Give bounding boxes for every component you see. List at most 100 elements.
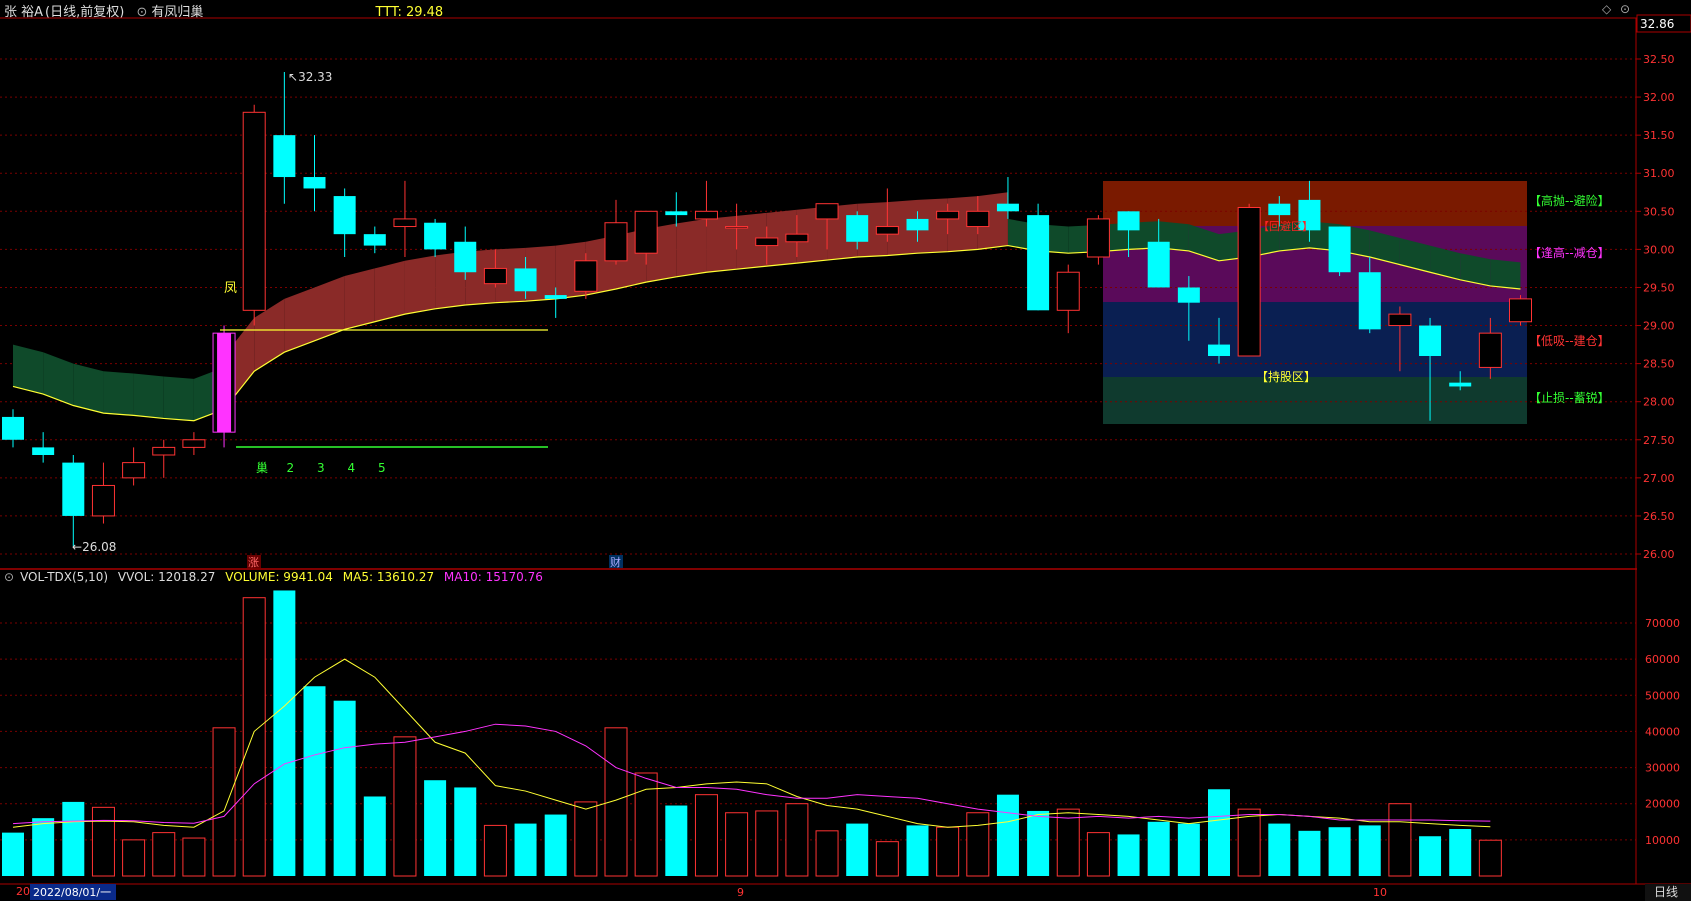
ma5-value: MA5: 13610.27 xyxy=(342,570,435,584)
volume-dropdown-icon[interactable]: ⊙ xyxy=(4,570,15,584)
candle xyxy=(1478,317,1502,379)
candle-body xyxy=(846,215,869,242)
ma-band-segment xyxy=(133,373,164,419)
volume-axis: 10000 20000 30000 40000 50000 60000 70000 xyxy=(1645,617,1680,847)
ma-band-segment xyxy=(103,371,134,416)
volume-ma10-line xyxy=(12,723,1491,825)
volume-bar xyxy=(273,590,296,876)
volume-bar xyxy=(1086,832,1110,877)
period-info: (日线,前复权) xyxy=(45,5,125,20)
candle-body xyxy=(906,218,929,231)
candle xyxy=(815,203,839,250)
stock-name[interactable]: 张 裕A xyxy=(4,5,44,20)
candle-body xyxy=(966,210,990,228)
volume-bar xyxy=(62,801,85,876)
candle xyxy=(1449,371,1472,391)
candle-body xyxy=(273,135,296,178)
volume-bar xyxy=(483,824,507,877)
candle xyxy=(1177,276,1200,341)
candle xyxy=(906,211,929,242)
candle xyxy=(694,180,718,227)
candles xyxy=(2,71,1532,547)
candle-body xyxy=(122,462,146,479)
ma-band-segment xyxy=(887,199,918,256)
candle-body xyxy=(996,203,1019,212)
zone-buy xyxy=(1103,302,1527,377)
ma-band-segment xyxy=(254,298,285,372)
candle xyxy=(424,218,447,257)
formula-name[interactable]: 有凤归巢 xyxy=(151,5,204,20)
volume-bar xyxy=(1268,823,1291,876)
candle xyxy=(303,135,326,212)
volume-bar xyxy=(694,794,718,877)
volume-bar xyxy=(966,812,990,877)
ma-band-segment xyxy=(374,260,405,322)
candle-body xyxy=(152,446,176,456)
candle xyxy=(1268,196,1291,227)
window-menu-icon[interactable]: ◇ xyxy=(1602,2,1612,16)
volume-bar xyxy=(936,826,960,877)
candle xyxy=(1117,211,1140,257)
volume-bar xyxy=(2,832,24,876)
volume-bar xyxy=(544,814,567,876)
candle xyxy=(1056,264,1080,334)
volume-bar xyxy=(393,736,417,877)
candle-body xyxy=(574,260,598,292)
candle xyxy=(1388,306,1412,372)
candle xyxy=(1237,203,1261,357)
candle-body xyxy=(604,222,628,262)
candle-body xyxy=(1388,313,1412,327)
chao-label: 巢 xyxy=(256,461,268,475)
period-button[interactable]: 日线 xyxy=(1654,885,1678,899)
volume-bar xyxy=(846,823,869,876)
volume-bar xyxy=(1147,821,1170,876)
feng-label: 凤 xyxy=(224,281,237,296)
volume-bar xyxy=(755,810,779,877)
candle-body xyxy=(634,210,658,254)
candle xyxy=(846,211,869,250)
volume-bar xyxy=(574,801,598,877)
candle-body xyxy=(483,267,507,285)
chao-labels: 巢 2 3 4 5 xyxy=(256,461,386,475)
price-tick-label: 26.00 xyxy=(1643,548,1675,561)
volume-indicator-name[interactable]: VOL-TDX(5,10) xyxy=(20,570,109,584)
candle-body xyxy=(875,226,899,235)
volume-bar xyxy=(996,794,1019,876)
formula-dropdown-icon[interactable]: ⊙ xyxy=(136,5,148,20)
price-tick-label: 31.00 xyxy=(1643,167,1675,180)
candle-body xyxy=(182,439,206,448)
price-tick-label: 27.50 xyxy=(1643,434,1675,447)
candle-body xyxy=(1419,325,1442,356)
candle xyxy=(273,71,296,204)
month-10-label: 10 xyxy=(1373,886,1387,899)
window-close-icon[interactable]: ⊙ xyxy=(1620,2,1630,16)
zhang-badge xyxy=(247,555,261,568)
candle xyxy=(996,177,1019,219)
candle xyxy=(665,192,688,227)
candle xyxy=(1208,317,1230,364)
candle-body xyxy=(815,203,839,220)
candle xyxy=(1509,295,1532,326)
period-button-box[interactable] xyxy=(1645,884,1691,901)
ma-band-segment xyxy=(13,344,44,395)
candle xyxy=(91,462,115,524)
candle-body xyxy=(393,218,417,228)
chao-label: 3 xyxy=(317,461,325,475)
price-axis: 26.00 26.50 27.00 27.50 28.00 28.50 29.00 29.50… xyxy=(1636,53,1675,561)
candle-body xyxy=(1478,332,1502,368)
candle-body xyxy=(785,233,809,243)
candle-body xyxy=(363,234,386,246)
volume-bar xyxy=(242,597,266,877)
ma-band-segment xyxy=(1430,245,1461,280)
candle xyxy=(182,432,206,455)
footer-left-cut: 20 xyxy=(16,885,30,898)
candle xyxy=(514,257,537,299)
candle xyxy=(333,188,356,257)
volume-bar xyxy=(725,812,749,877)
candle xyxy=(1419,317,1442,421)
volume-bar xyxy=(122,839,146,877)
candle xyxy=(875,188,899,242)
candle xyxy=(1086,215,1110,265)
candle xyxy=(725,203,749,250)
